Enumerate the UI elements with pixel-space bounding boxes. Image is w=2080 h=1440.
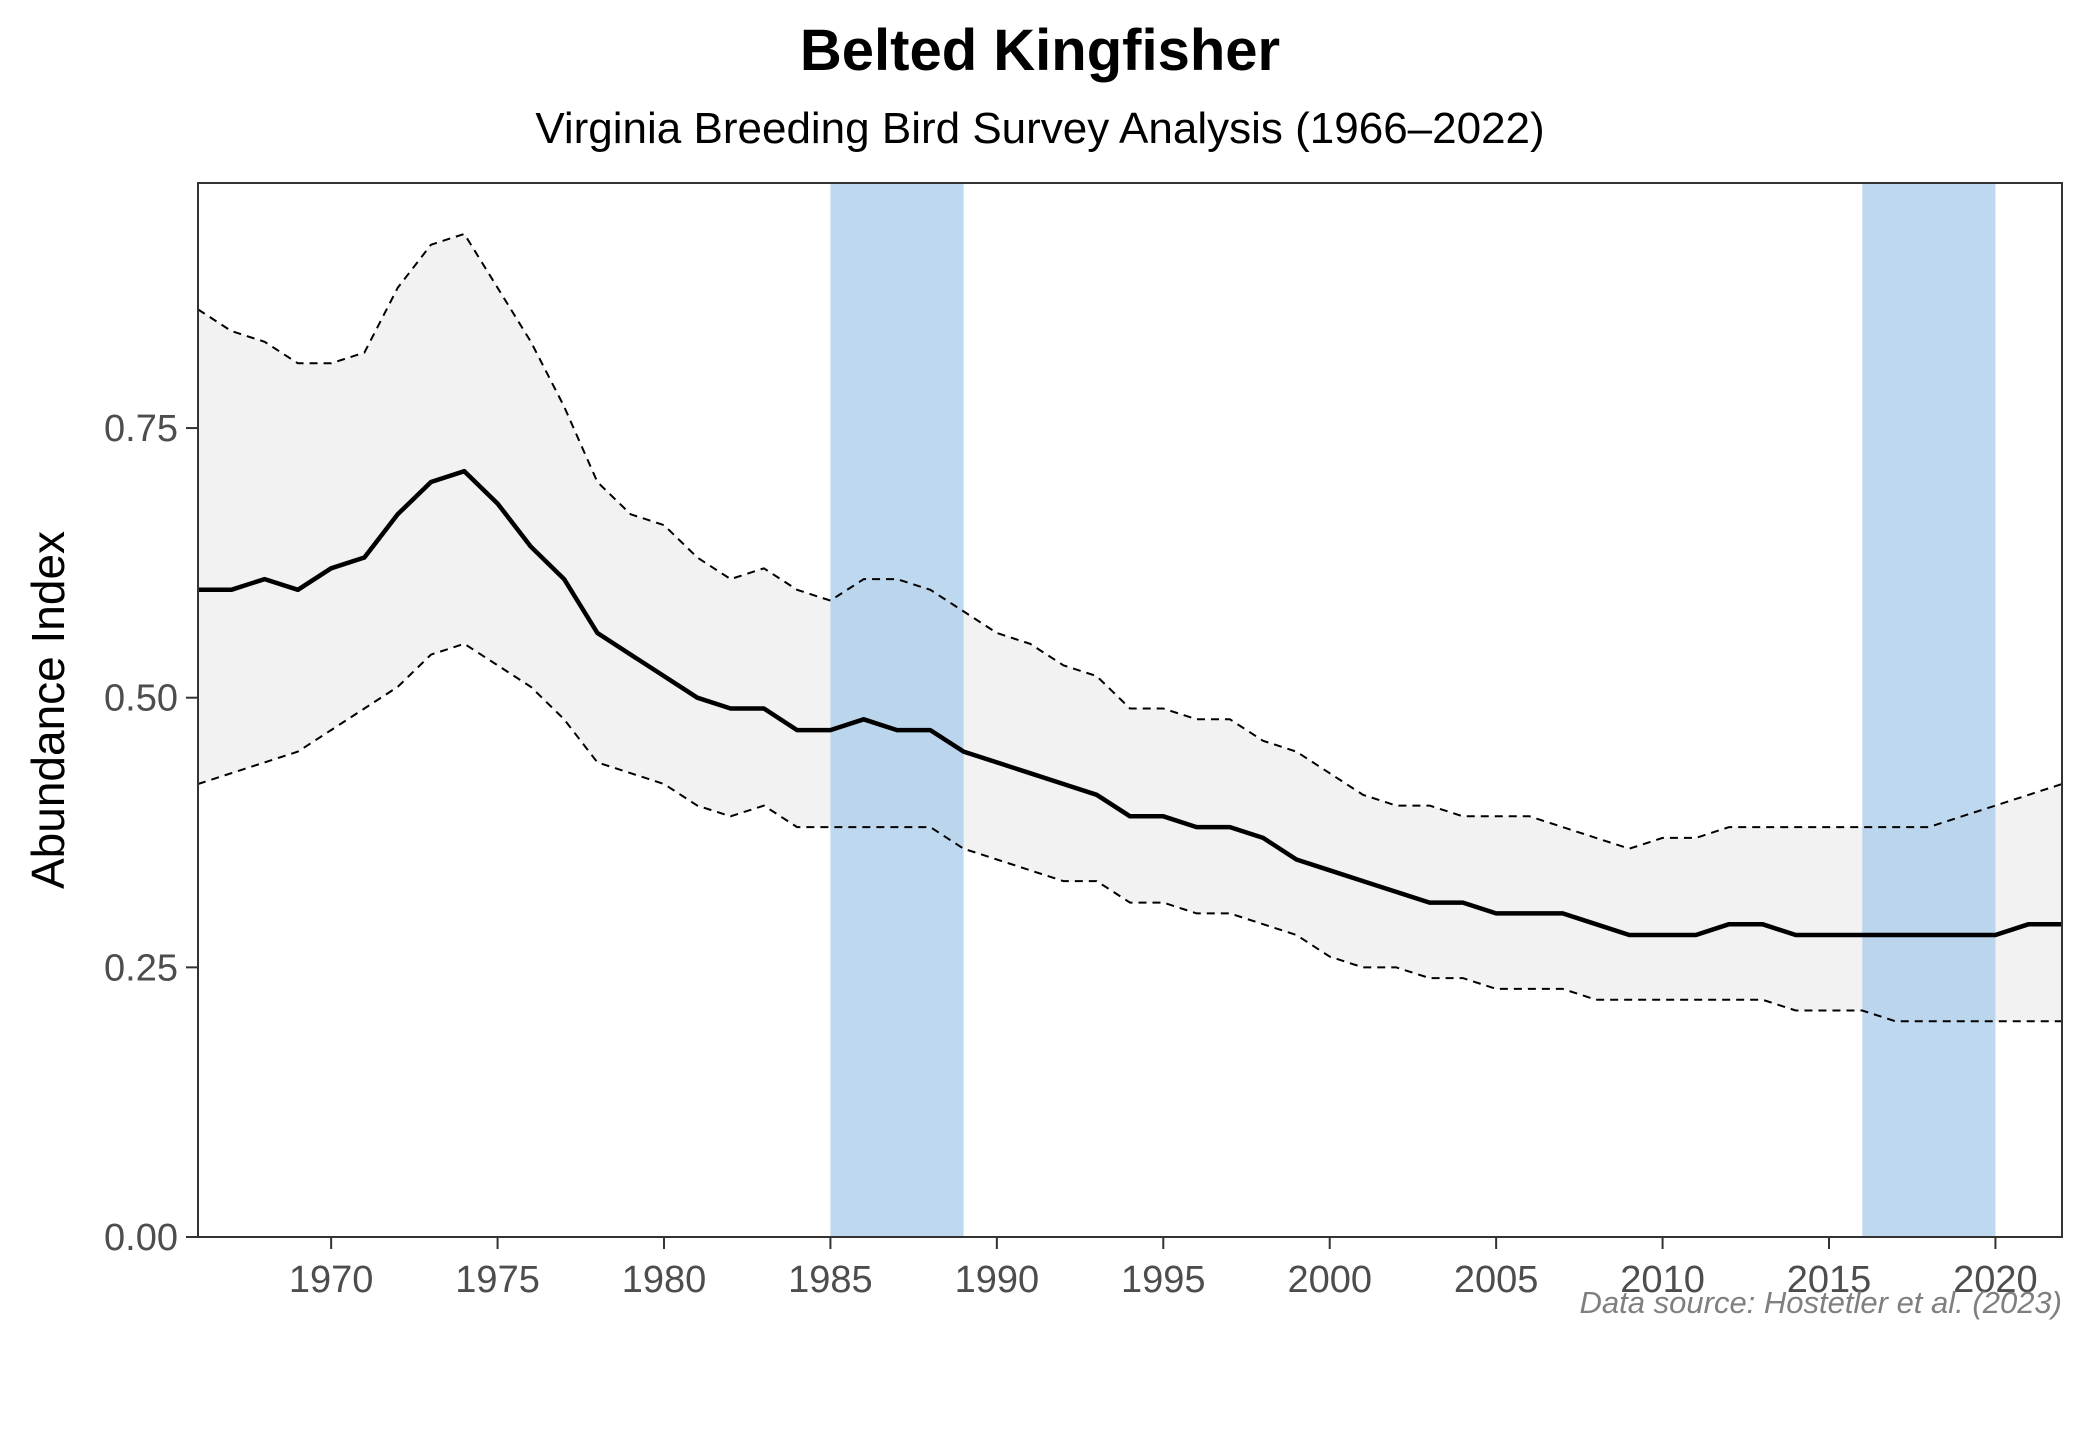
x-tick-label: 1970 (289, 1259, 374, 1301)
chart-subtitle: Virginia Breeding Bird Survey Analysis (… (535, 104, 1544, 153)
plot-panel-border (197, 182, 2063, 1238)
upper-ci-line (197, 232, 2063, 850)
trend-line-layer (198, 468, 2062, 938)
x-tick-label: 2010 (1620, 1259, 1705, 1301)
y-axis: 0.00 0.25 0.50 0.75 (104, 408, 198, 1259)
x-tick-label: 1990 (955, 1259, 1040, 1301)
highlight-layer (830, 183, 1996, 1237)
y-tick-label: 0.75 (104, 408, 178, 450)
chart-title: Belted Kingfisher (800, 18, 1280, 83)
y-tick-label: 0.50 (104, 678, 178, 720)
highlight-period-1 (830, 183, 964, 1237)
y-tick-label: 0.00 (104, 1217, 178, 1259)
x-tick-label: 1985 (788, 1259, 873, 1301)
x-tick-label: 1975 (455, 1259, 540, 1301)
data-source-caption: Data source: Hostetler et al. (2023) (1580, 1285, 2062, 1320)
x-tick-label: 2005 (1454, 1259, 1539, 1301)
x-tick-label: 2020 (1953, 1259, 2038, 1301)
abundance-line (198, 468, 2062, 938)
confidence-lines-layer (197, 232, 2063, 1023)
lower-ci-line (197, 642, 2062, 1023)
y-tick-label: 0.25 (104, 947, 178, 989)
x-tick-label: 2015 (1787, 1259, 1872, 1301)
highlight-period-2 (1862, 183, 1996, 1237)
x-tick-label: 2000 (1287, 1259, 1372, 1301)
x-tick-label: 1980 (622, 1259, 707, 1301)
y-axis-label: Abundance Index (22, 531, 74, 889)
x-axis: 1970 1975 1980 1985 1990 1995 2000 2005 2010 2015… (289, 1237, 2038, 1301)
x-tick-label: 1995 (1121, 1259, 1206, 1301)
